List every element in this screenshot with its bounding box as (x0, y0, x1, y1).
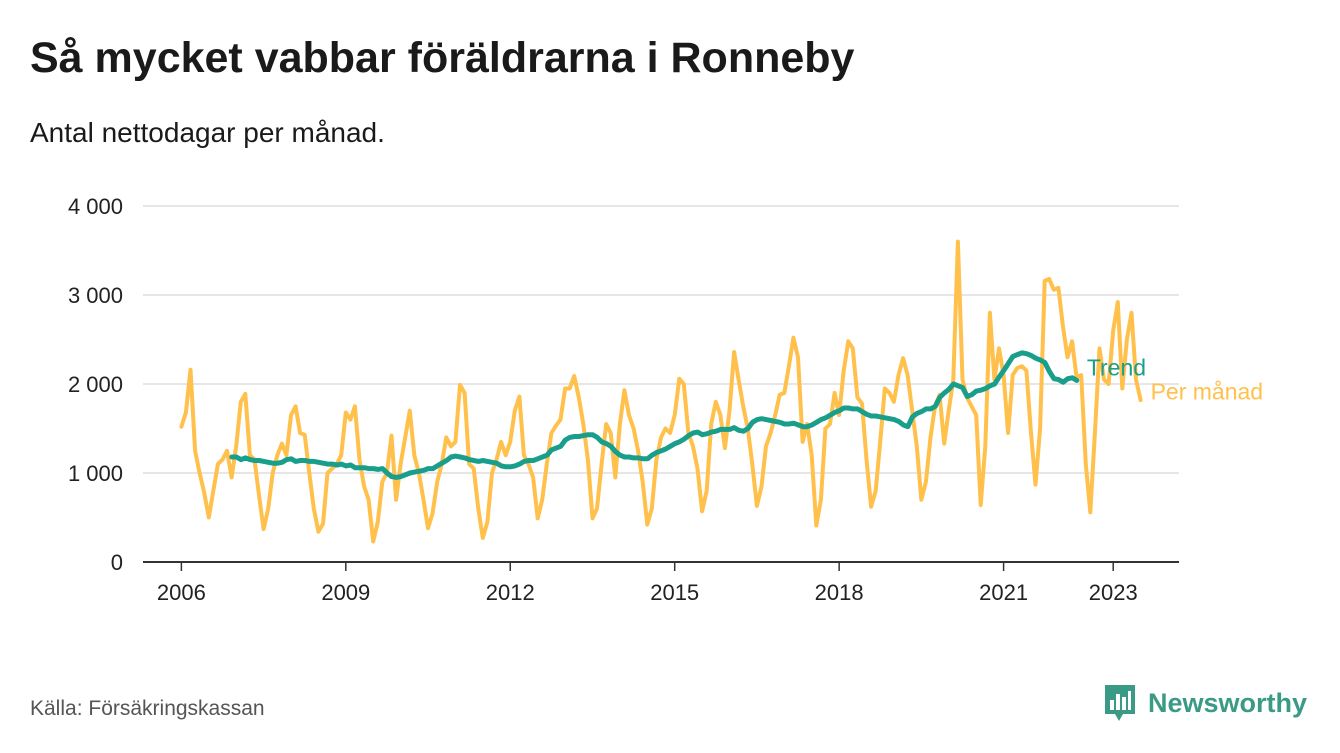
y-tick-label: 3 000 (68, 283, 123, 308)
x-axis: 2006 2009 2012 2015 2018 2021 2023 (157, 562, 1138, 605)
chart-subtitle: Antal nettodagar per månad. (30, 117, 385, 148)
series-line-trend (229, 350, 1080, 480)
brand-name: Newsworthy (1148, 687, 1308, 718)
x-tick-label: 2012 (486, 580, 535, 605)
y-tick-label: 1 000 (68, 461, 123, 486)
series-line-monthly (179, 239, 1143, 544)
x-tick-label: 2021 (979, 580, 1028, 605)
y-tick-label: 0 (111, 550, 123, 575)
x-tick-label: 2018 (815, 580, 864, 605)
grid-lines (143, 205, 1179, 474)
y-axis: 0 1 000 2 000 3 000 4 000 (68, 194, 123, 575)
brand-logo[interactable]: Newsworthy (1102, 683, 1307, 723)
x-tick-label: 2023 (1089, 580, 1138, 605)
series-group (179, 239, 1143, 544)
source-note: Källa: Försäkringskassan (30, 697, 265, 720)
y-tick-label: 4 000 (68, 194, 123, 219)
newsworthy-logo-icon (1105, 685, 1135, 721)
x-tick-label: 2015 (650, 580, 699, 605)
chart-title: Så mycket vabbar föräldrarna i Ronneby (30, 34, 855, 82)
y-tick-label: 2 000 (68, 372, 123, 397)
series-label-trend: Trend (1087, 355, 1146, 381)
series-label-monthly: Per månad (1151, 379, 1264, 405)
x-tick-label: 2006 (157, 580, 206, 605)
x-tick-label: 2009 (321, 580, 370, 605)
